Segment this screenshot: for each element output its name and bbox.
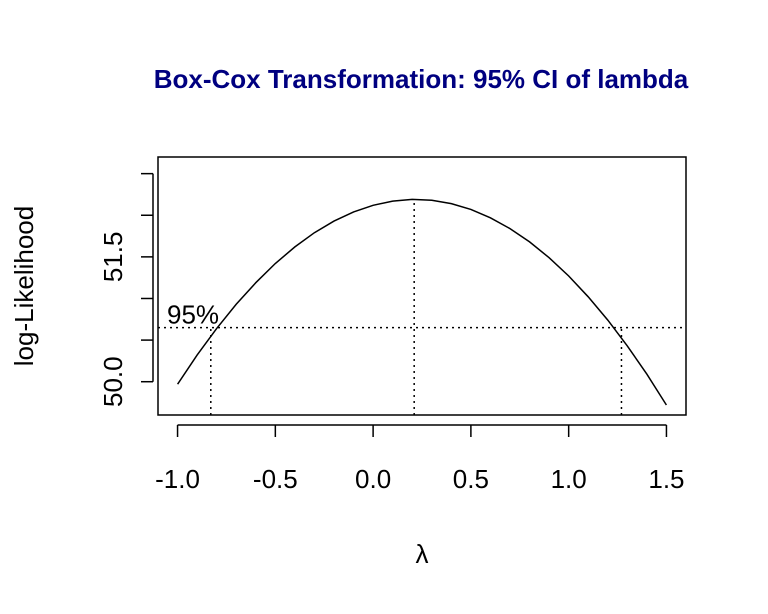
x-axis: -1.0 -0.5 0.0 0.5 1.0 1.5 [155, 424, 685, 494]
x-tick-label: 1.0 [551, 464, 587, 494]
loglik-curve [176, 198, 668, 406]
y-tick-label: 51.5 [98, 232, 128, 283]
x-tick-label: 0.5 [453, 464, 489, 494]
x-axis-label: λ [416, 539, 429, 569]
plot-area [176, 198, 668, 406]
plot-frame [157, 156, 687, 416]
ci-reference-lines [158, 199, 686, 415]
y-tick-label: 50.0 [98, 356, 128, 407]
y-axis-label: log-Likelihood [9, 206, 39, 366]
chart-title: Box-Cox Transformation: 95% CI of lambda [154, 64, 689, 94]
x-tick-label: 0.0 [355, 464, 391, 494]
y-axis: 50.0 51.5 [98, 172, 154, 407]
x-tick-label: 1.5 [648, 464, 684, 494]
x-tick-label: -0.5 [253, 464, 298, 494]
x-tick-label: -1.0 [155, 464, 200, 494]
ci-label: 95% [167, 300, 219, 330]
